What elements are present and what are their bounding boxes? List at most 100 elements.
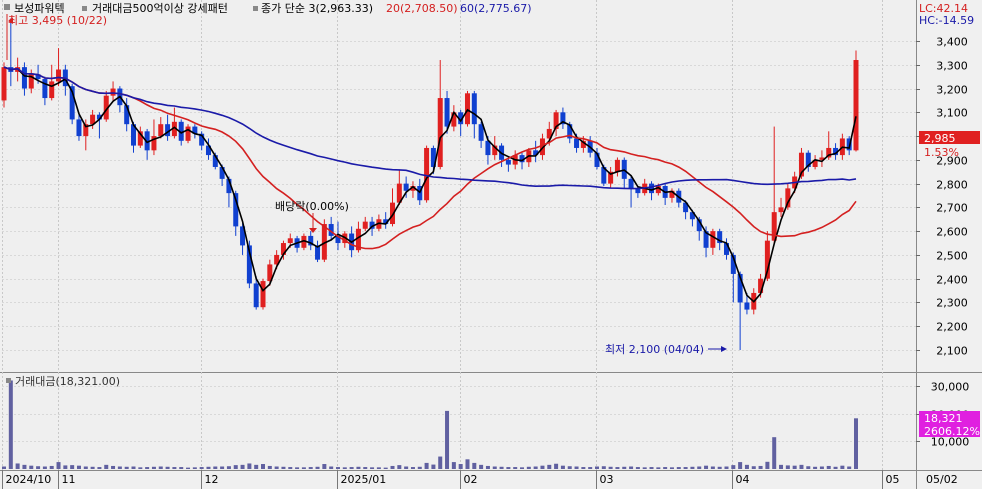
volume-bar [213,466,218,469]
candle-body [710,231,716,248]
volume-bar [779,464,784,469]
volume-bar [567,466,572,469]
candle-body [601,166,607,184]
candle-body [458,112,464,125]
left-arrow-icon [8,18,13,24]
candle-body [260,281,266,308]
candle-body [485,140,491,156]
date-tick-label: 05/02 [926,473,958,486]
volume-bar [554,463,559,469]
volume-bar [165,466,170,469]
volume-bar [438,456,443,469]
volume-bar [663,467,668,469]
candle-body [560,112,566,125]
candle-body [424,147,430,201]
date-tick-label: 12 [205,473,219,486]
volume-bar [744,464,749,469]
volume-bar [806,466,811,469]
volume-bar [819,466,824,469]
price-tick-label: 2,400 [936,274,968,287]
candle-body [853,60,859,151]
volume-bar [322,464,327,469]
price-tick-label: 2,500 [936,250,968,263]
volume-bar [206,466,211,469]
volume-bar [710,466,715,469]
candle-body [328,224,334,236]
candle-body [444,98,450,127]
volume-bar [315,466,320,469]
volume-bar [111,465,116,469]
candle-body [723,243,729,255]
volume-bar [199,467,204,469]
candle-body [390,202,396,225]
volume-bar [656,467,661,469]
candle-body [539,138,545,156]
ma60-legend: 60(2,775.67) [460,2,532,15]
volume-tick-label: 10,000 [931,436,970,449]
volume-bar [445,410,450,469]
candle-body [21,67,27,89]
low-annotation-text: 최저 2,100 (04/04) [605,343,704,356]
candle-body [83,124,89,137]
candle-body [96,114,102,120]
high-annotation-text: 최고 3,495 (10/22) [8,14,107,27]
ma60-line [3,66,857,190]
dividend-annotation-text: 배당락(0.00%) [275,200,349,213]
legend-marker [82,6,87,11]
candle-body [226,178,232,194]
volume-bar [131,466,136,469]
ma3-legend: 종가 단순 3(2,963.33) [261,2,373,15]
volume-bar [158,466,163,469]
volume-bar [840,465,845,469]
candle-body [124,105,130,125]
volume-bar [56,462,61,469]
candle-body [430,147,436,167]
volume-bar [356,466,361,469]
candle-body [628,178,634,189]
candle-body [669,190,675,198]
volume-bar [758,465,763,469]
price-tick-label: 2,300 [936,297,968,310]
volume-bar [76,465,81,469]
volume-bar [772,437,777,469]
volume-bar [485,465,490,469]
volume-bar [308,467,313,469]
candle-body [315,245,321,260]
candle-body [771,212,777,241]
candle-body [137,131,143,146]
candle-body [553,112,559,129]
volume-bar [145,467,150,469]
volume-bar [629,466,634,469]
candle-body [505,159,511,165]
price-tick-label: 2,700 [936,202,968,215]
candle-body [253,283,259,308]
candle-body [778,207,784,213]
candle-body [410,185,416,191]
date-tick-label: 2025/01 [341,473,387,486]
volume-bar [261,464,266,469]
volume-bar [731,465,736,469]
volume-bar [492,466,497,469]
price-panel [2,0,916,372]
stock-name: 보성파워텍 [14,2,65,15]
volume-bar [424,462,429,469]
candle-body [764,240,770,279]
volume-bar [342,467,347,469]
candle-body [90,114,96,125]
candle-body [165,124,171,137]
candle-body [396,183,402,203]
volume-bar [683,467,688,469]
candle-body [696,219,702,232]
candle-body [383,219,389,225]
candle-body [703,231,709,248]
volume-bar [2,466,6,469]
candle-body [49,81,55,99]
volume-bar [410,467,415,469]
candle-body [369,221,375,229]
volume-bar [376,467,381,469]
volume-bar [704,465,709,469]
volume-bar [274,466,279,469]
price-tick-label: 2,800 [936,179,968,192]
volume-bar [826,465,831,469]
